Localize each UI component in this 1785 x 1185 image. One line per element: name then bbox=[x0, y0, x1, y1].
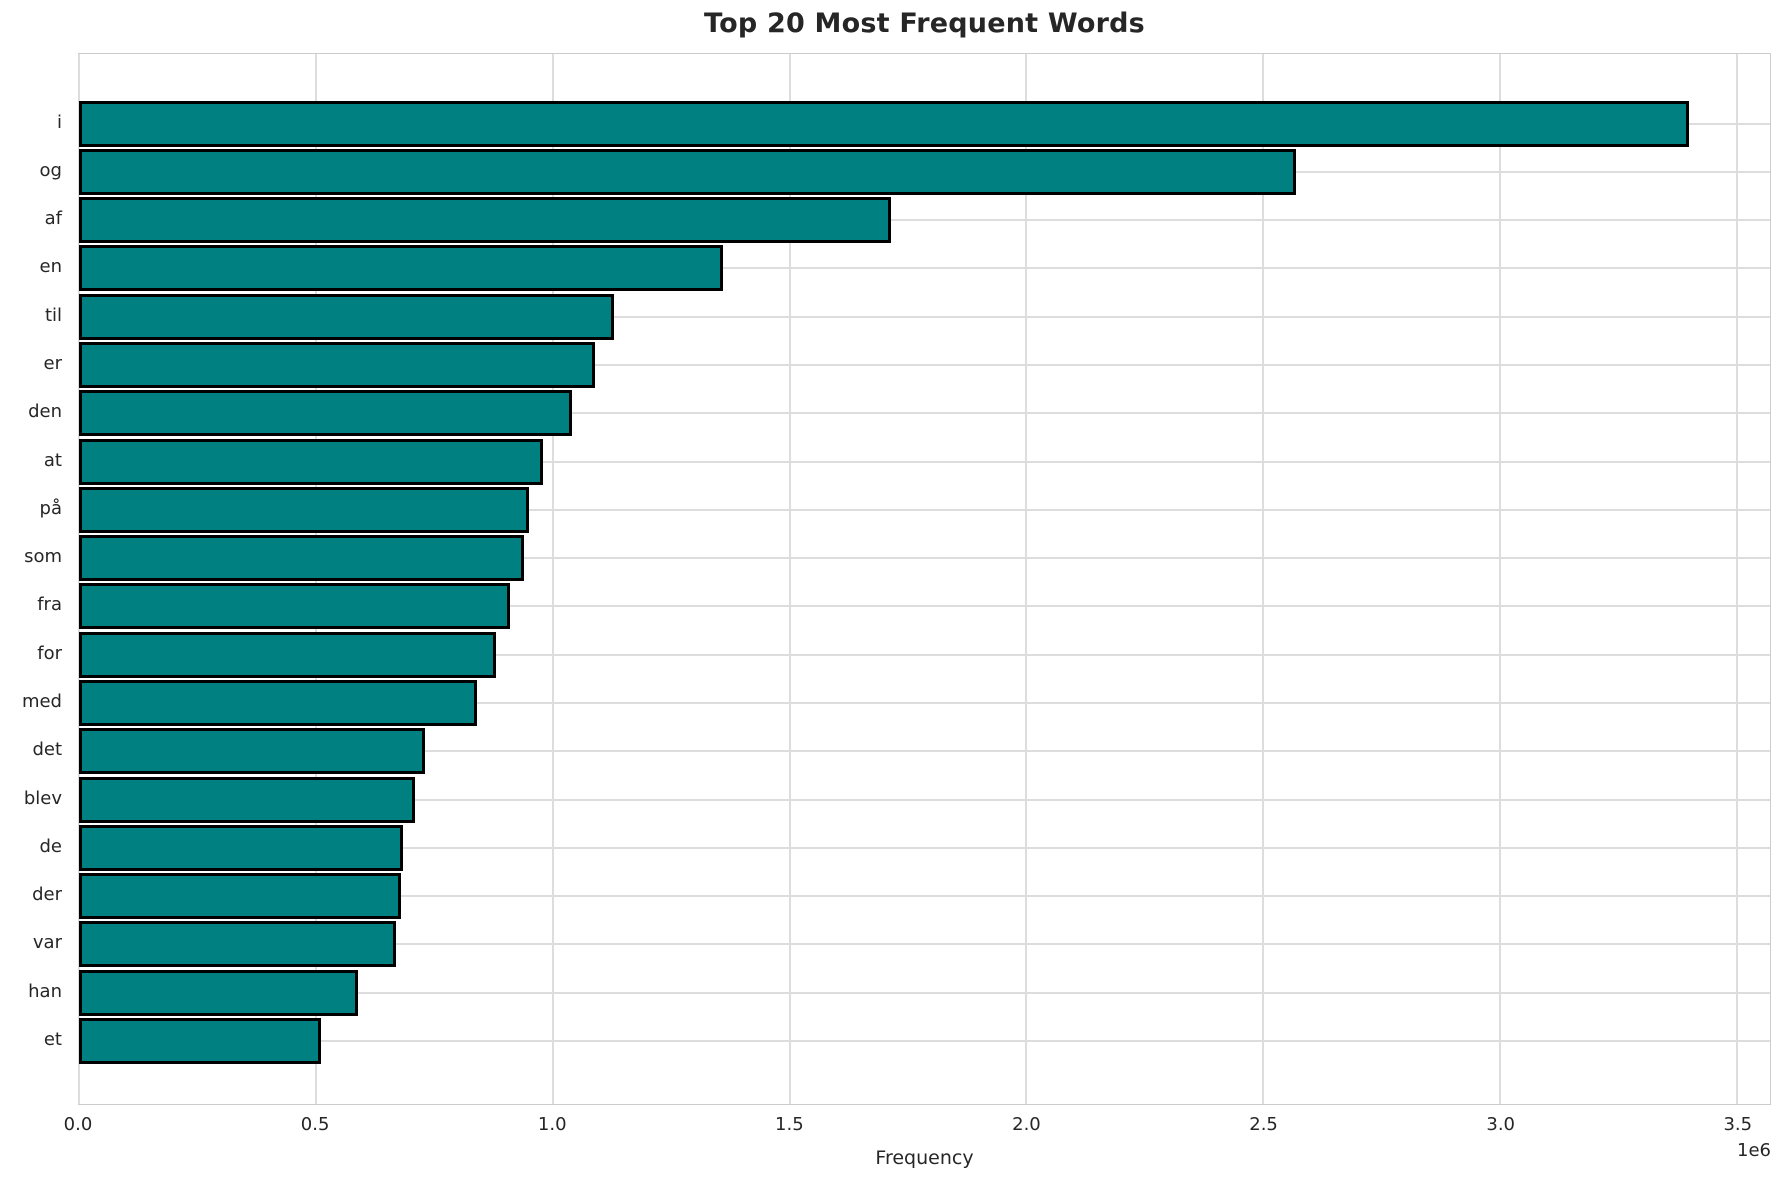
y-tick-label: blev bbox=[23, 787, 62, 809]
bar-den bbox=[79, 390, 572, 437]
y-tick-label: han bbox=[28, 980, 62, 1002]
x-tick-label: 0.0 bbox=[63, 1114, 93, 1135]
bar-blev bbox=[79, 776, 416, 823]
bar-og bbox=[79, 148, 1297, 195]
y-tick-label: en bbox=[39, 256, 62, 278]
bar-til bbox=[79, 293, 615, 340]
y-gridline bbox=[79, 315, 1770, 318]
y-gridline bbox=[79, 1039, 1770, 1042]
bar-som bbox=[79, 535, 525, 582]
bar-i bbox=[79, 100, 1690, 147]
bar-han bbox=[79, 969, 359, 1016]
bar-fra bbox=[79, 583, 511, 630]
y-tick-label: et bbox=[43, 1028, 62, 1050]
y-gridline bbox=[79, 846, 1770, 849]
bar-et bbox=[79, 1017, 321, 1064]
x-gridline bbox=[788, 54, 791, 1104]
x-tick-label: 1.0 bbox=[537, 1114, 567, 1135]
bar-en bbox=[79, 245, 724, 292]
y-tick-label: de bbox=[39, 835, 63, 857]
bar-det bbox=[79, 728, 425, 775]
y-gridline bbox=[79, 653, 1770, 656]
x-axis-label: Frequency bbox=[875, 1147, 974, 1169]
y-tick-label: for bbox=[37, 642, 62, 664]
bar-at bbox=[79, 438, 544, 485]
y-gridline bbox=[79, 750, 1770, 753]
x-tick-label: 0.5 bbox=[300, 1114, 330, 1135]
x-tick-label: 1.5 bbox=[775, 1114, 804, 1135]
x-tick-label: 2.0 bbox=[1012, 1114, 1041, 1135]
y-gridline bbox=[79, 267, 1770, 270]
y-tick-label: og bbox=[39, 159, 62, 181]
y-tick-label: som bbox=[24, 546, 62, 568]
chart-title: Top 20 Most Frequent Words bbox=[704, 8, 1145, 39]
plot-area bbox=[78, 53, 1771, 1105]
bar-er bbox=[79, 342, 596, 388]
y-gridline bbox=[79, 364, 1770, 366]
x-tick-label: 3.5 bbox=[1723, 1114, 1753, 1135]
bar-de bbox=[79, 824, 404, 871]
y-tick-label: i bbox=[56, 111, 62, 133]
bar-af bbox=[79, 197, 892, 244]
x-gridline bbox=[1262, 54, 1265, 1104]
y-gridline bbox=[79, 798, 1770, 801]
x-tick-label: 3.0 bbox=[1486, 1114, 1516, 1135]
y-gridline bbox=[79, 460, 1770, 463]
y-gridline bbox=[79, 991, 1770, 994]
x-gridline bbox=[1025, 54, 1028, 1104]
y-tick-label: af bbox=[44, 208, 62, 230]
x-gridline bbox=[1499, 54, 1501, 1104]
bar-der bbox=[79, 873, 402, 920]
x-gridline bbox=[551, 54, 554, 1104]
y-gridline bbox=[79, 557, 1770, 560]
y-tick-label: den bbox=[28, 401, 62, 423]
y-tick-label: til bbox=[44, 304, 62, 326]
y-gridline bbox=[79, 219, 1770, 222]
x-tick-label: 2.5 bbox=[1249, 1114, 1278, 1135]
axis-scale-offset-label: 1e6 bbox=[1737, 1140, 1771, 1161]
y-tick-label: fra bbox=[37, 594, 62, 616]
y-tick-label: på bbox=[39, 497, 62, 519]
y-gridline bbox=[79, 605, 1770, 608]
y-gridline bbox=[79, 943, 1770, 946]
y-gridline bbox=[79, 701, 1770, 704]
y-gridline bbox=[79, 508, 1770, 511]
y-tick-label: det bbox=[32, 739, 62, 761]
y-tick-label: med bbox=[21, 690, 62, 712]
y-tick-label: er bbox=[43, 353, 62, 374]
bar-på bbox=[79, 486, 529, 533]
y-tick-label: der bbox=[32, 884, 62, 906]
bar-med bbox=[79, 679, 477, 726]
y-gridline bbox=[79, 895, 1770, 898]
y-tick-label: at bbox=[43, 449, 62, 471]
y-gridline bbox=[79, 412, 1770, 415]
y-tick-label: var bbox=[32, 932, 62, 954]
bar-var bbox=[79, 921, 397, 968]
bar-for bbox=[79, 631, 496, 678]
x-gridline bbox=[1735, 54, 1738, 1104]
